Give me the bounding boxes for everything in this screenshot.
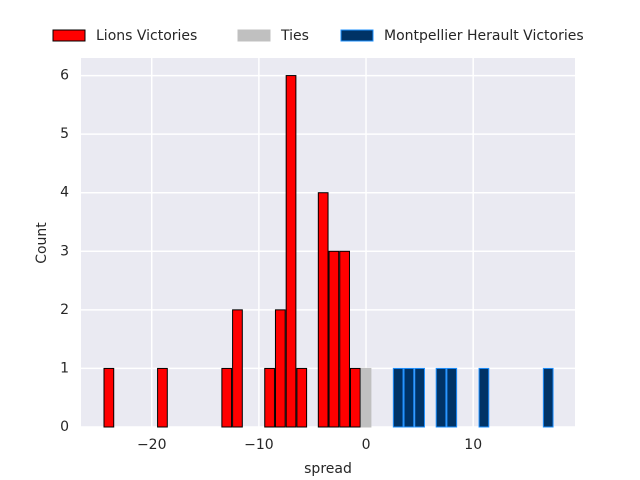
bar [232, 309, 243, 428]
x-tick-label: 0 [362, 437, 371, 453]
bar [285, 75, 297, 428]
y-tick-label: 2 [60, 302, 69, 318]
x-tick-label: −10 [244, 437, 274, 453]
bar [435, 367, 447, 428]
legend-swatch [237, 29, 271, 42]
bar [221, 367, 233, 428]
bar [328, 250, 340, 428]
bar [446, 367, 458, 428]
bar [360, 367, 372, 428]
bar [542, 367, 554, 428]
y-tick-label: 3 [60, 243, 69, 259]
y-tick-label: 0 [60, 419, 69, 435]
y-tick-label: 4 [60, 185, 69, 201]
bar [296, 367, 308, 428]
y-tick-label: 1 [60, 360, 69, 376]
legend-label: Montpellier Herault Victories [384, 28, 584, 44]
y-tick-label: 6 [60, 68, 69, 84]
legend-swatch [340, 29, 374, 42]
bar [157, 367, 168, 428]
bar [349, 367, 361, 428]
y-tick-label: 5 [60, 126, 69, 142]
x-tick-label: 10 [464, 437, 482, 453]
x-axis-label: spread [304, 461, 352, 477]
y-axis-label: Count [34, 222, 50, 264]
bar [103, 367, 115, 428]
legend-label: Lions Victories [96, 28, 197, 44]
bar [392, 367, 404, 428]
bar [274, 309, 286, 428]
bar [414, 367, 425, 428]
bar [403, 367, 415, 428]
x-tick-label: −20 [137, 437, 167, 453]
bar [317, 192, 329, 428]
legend-swatch [52, 29, 86, 42]
legend-label: Ties [280, 28, 309, 44]
bar [478, 367, 490, 428]
bar [339, 250, 350, 428]
bar [264, 367, 275, 428]
